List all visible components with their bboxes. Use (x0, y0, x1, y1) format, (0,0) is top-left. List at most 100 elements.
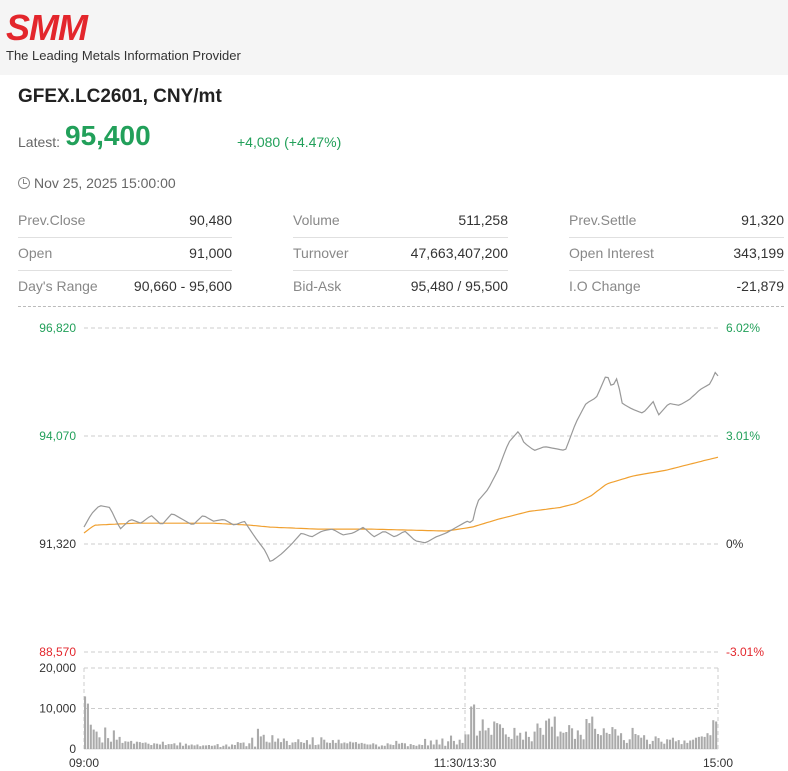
volume-bar (320, 737, 323, 749)
volume-bar (634, 734, 637, 749)
intraday-chart[interactable]: 96,820 6.02% 94,070 3.01% 91,320 0% 88,570 -3.0… (0, 310, 788, 771)
volume-bar (588, 723, 591, 749)
volume-bar (360, 742, 363, 749)
volume-bar (481, 719, 484, 749)
volume-bar (346, 743, 349, 749)
volume-bar (464, 734, 467, 749)
volume-bar (519, 732, 522, 749)
price-axis-label: 96,820 (39, 321, 76, 335)
stat-turnover: Turnover 47,663,407,200 (293, 237, 508, 271)
volume-bar (475, 735, 479, 749)
volume-bar (259, 736, 262, 749)
volume-bar (98, 737, 101, 749)
volume-bar (176, 745, 179, 749)
volume-bar (470, 706, 473, 749)
volume-bar (147, 743, 150, 749)
volume-bar (447, 741, 450, 749)
stat-bid-ask: Bid-Ask 95,480 / 95,500 (293, 270, 508, 303)
volume-bar (674, 741, 677, 749)
volume-bar (331, 740, 334, 749)
stat-label: Open (18, 245, 53, 261)
volume-bar (262, 734, 265, 749)
latest-price: 95,400 (65, 120, 151, 151)
volume-bar (550, 726, 553, 749)
volume-bar (418, 744, 421, 749)
volume-bar (124, 741, 127, 749)
volume-bar (571, 728, 574, 749)
price-line (83, 371, 719, 563)
volume-bar (334, 742, 337, 749)
timestamp: Nov 25, 2025 15:00:00 (18, 175, 176, 191)
volume-bar (507, 736, 510, 749)
section-divider (18, 306, 784, 307)
stat-value: 91,320 (741, 212, 784, 228)
volume-bar (493, 721, 496, 749)
smm-logo[interactable]: SMM (6, 7, 88, 48)
volume-bar (510, 738, 513, 749)
volume-bar (666, 739, 669, 749)
volume-bar (254, 746, 257, 749)
volume-bar (380, 745, 383, 749)
stat-prev-settle: Prev.Settle 91,320 (569, 204, 784, 238)
stat-io-change: I.O Change -21,879 (569, 270, 784, 303)
volume-bar (559, 731, 562, 749)
contract-symbol: GFEX.LC2601, CNY/mt (18, 86, 222, 107)
volume-bar (395, 740, 398, 749)
volume-bar (107, 738, 110, 749)
volume-bar (614, 729, 617, 749)
volume-bar (683, 740, 686, 749)
volume-bar (654, 736, 657, 749)
volume-bar (202, 745, 205, 749)
volume-bar (121, 742, 124, 749)
volume-bar (403, 743, 406, 749)
volume-bar (294, 742, 297, 749)
volume-bar (369, 744, 372, 749)
volume-bar (556, 736, 559, 749)
volume-bar (216, 744, 219, 749)
volume-bar (383, 745, 386, 749)
volume-bar (530, 741, 533, 749)
volume-bar (245, 746, 248, 749)
volume-bar (594, 728, 597, 750)
percent-axis-label: -3.01% (726, 645, 764, 659)
volume-bar (622, 740, 625, 749)
volume-bar (599, 735, 602, 749)
volume-bar (608, 734, 611, 749)
volume-bar (213, 745, 216, 749)
volume-bar (141, 742, 144, 749)
price-change: +4,080 (+4.47%) (237, 134, 342, 150)
volume-bar (115, 739, 118, 749)
volume-bar (219, 747, 222, 749)
volume-bar (84, 696, 87, 749)
volume-bar (709, 735, 712, 749)
volume-bar (640, 737, 643, 749)
stat-value: -21,879 (736, 278, 784, 294)
stat-value: 47,663,407,200 (410, 245, 508, 261)
volume-bar (692, 739, 695, 749)
volume-bar (101, 742, 104, 749)
volume-bar (210, 745, 213, 749)
volume-axis-label: 20,000 (39, 661, 76, 675)
volume-bar (167, 744, 170, 749)
stat-value: 511,258 (458, 212, 508, 228)
volume-bar (187, 745, 190, 749)
volume-bar (135, 741, 138, 749)
volume-bar (337, 739, 340, 749)
volume-bar (366, 744, 369, 749)
time-axis-label: 15:00 (703, 756, 733, 770)
stat-value: 90,480 (189, 212, 232, 228)
volume-bar (579, 734, 582, 749)
volume-bar (438, 744, 441, 749)
volume-bar (288, 745, 291, 749)
volume-bar (239, 742, 242, 749)
volume-bar (268, 742, 271, 749)
stat-label: Day's Range (18, 278, 98, 294)
volume-bar (328, 742, 332, 749)
volume-bar (279, 742, 283, 749)
volume-bar (392, 745, 395, 749)
price-axis-label: 91,320 (39, 537, 76, 551)
volume-bar (660, 741, 663, 749)
volume-bar (473, 704, 476, 749)
volume-bar (181, 745, 185, 749)
stat-value: 95,480 / 95,500 (410, 278, 508, 294)
